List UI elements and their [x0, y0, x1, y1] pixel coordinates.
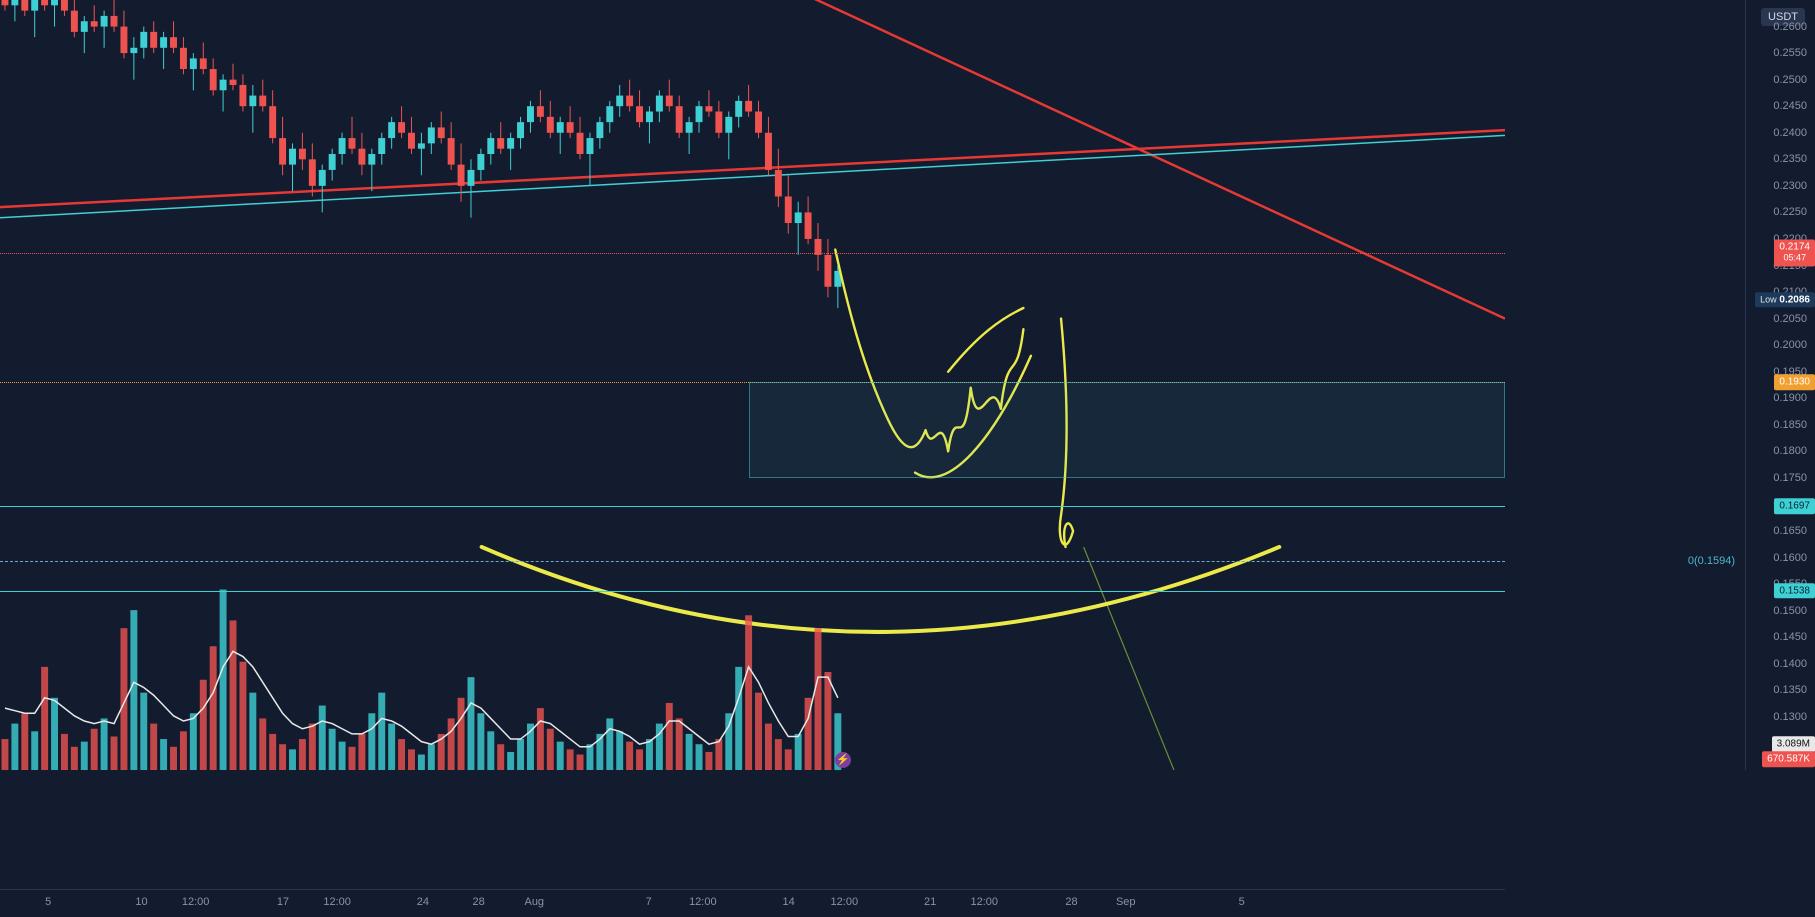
- y-tick: 0.1500: [1773, 605, 1807, 617]
- x-tick: 28: [472, 896, 484, 908]
- price-badge: Low 0.2086: [1755, 292, 1815, 308]
- x-tick: 24: [417, 896, 429, 908]
- horizontal-line[interactable]: [0, 253, 1505, 254]
- y-tick: 0.2300: [1773, 180, 1807, 192]
- x-tick: 28: [1065, 896, 1077, 908]
- y-tick: 0.1350: [1773, 684, 1807, 696]
- horizontal-line[interactable]: [0, 591, 1505, 592]
- bolt-icon[interactable]: ⚡: [835, 752, 851, 768]
- price-badge: 0.217405:47: [1774, 239, 1815, 266]
- horizontal-line[interactable]: [0, 561, 1505, 562]
- price-badge: 0.1538: [1774, 583, 1815, 599]
- x-tick: Aug: [524, 896, 544, 908]
- y-tick: 0.1600: [1773, 552, 1807, 564]
- x-tick: 17: [277, 896, 289, 908]
- x-tick: 7: [646, 896, 652, 908]
- y-tick: 0.2050: [1773, 313, 1807, 325]
- price-badge: 0.1930: [1774, 375, 1815, 391]
- x-tick: 5: [1239, 896, 1245, 908]
- chart-container[interactable]: USDT 0.26000.25500.25000.24500.24000.235…: [0, 0, 1815, 917]
- x-tick: 14: [782, 896, 794, 908]
- volume-badge: 3.089M: [1772, 736, 1815, 752]
- y-tick: 0.1300: [1773, 711, 1807, 723]
- x-tick: 12:00: [323, 896, 351, 908]
- x-tick: 21: [924, 896, 936, 908]
- y-tick: 0.1650: [1773, 525, 1807, 537]
- hline-label: 0(0.1594): [1688, 555, 1735, 567]
- y-tick: 0.2550: [1773, 47, 1807, 59]
- y-tick: 0.2400: [1773, 127, 1807, 139]
- x-tick: 12:00: [182, 896, 210, 908]
- y-tick: 0.2000: [1773, 339, 1807, 351]
- x-axis: 5 10 12:00 17 12:00 24 28 Aug 7 12:00 14 12:00 21 12:…: [0, 889, 1505, 917]
- x-tick: 5: [45, 896, 51, 908]
- x-tick: Sep: [1116, 896, 1136, 908]
- demand-zone[interactable]: [749, 382, 1505, 478]
- y-tick: 0.1800: [1773, 445, 1807, 457]
- y-tick: 0.1850: [1773, 419, 1807, 431]
- y-tick: 0.2450: [1773, 100, 1807, 112]
- price-badge: 0.1697: [1774, 498, 1815, 514]
- y-tick: 0.1400: [1773, 658, 1807, 670]
- y-tick: 0.2350: [1773, 153, 1807, 165]
- x-tick: 12:00: [831, 896, 859, 908]
- x-tick: 10: [135, 896, 147, 908]
- x-tick: 12:00: [689, 896, 717, 908]
- y-tick: 0.1450: [1773, 631, 1807, 643]
- y-tick: 0.2600: [1773, 21, 1807, 33]
- y-tick: 0.2250: [1773, 206, 1807, 218]
- volume-badge: 670.587K: [1762, 751, 1815, 767]
- x-tick: 12:00: [971, 896, 999, 908]
- horizontal-line[interactable]: [0, 506, 1505, 507]
- y-tick: 0.1750: [1773, 472, 1807, 484]
- y-tick: 0.1900: [1773, 392, 1807, 404]
- y-axis: 0.2600 0.2550 0.2500 0.2450 0.2400 0.2350 0.23…: [1745, 0, 1815, 770]
- y-tick: 0.2500: [1773, 74, 1807, 86]
